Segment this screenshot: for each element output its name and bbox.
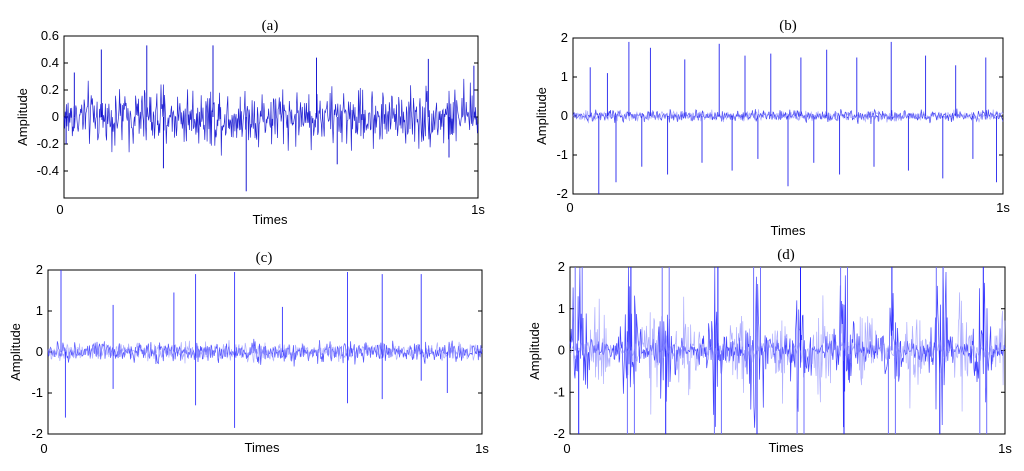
x-tick-label-start: 0 [566,200,573,215]
chart-panel-d: (d) -2 -1 0 1 2 0 1s Times Amplitude [527,247,1012,456]
y-tick-label: 0 [36,344,43,359]
series-plot [47,270,483,428]
chart-panel-a: (a) -0.4 -0.2 0 0.2 0.4 0.6 0 1s Times Amplit… [15,18,485,227]
y-tick-label: 2 [561,30,568,45]
x-axis-label: Times [769,440,804,455]
y-tick-label: 1 [558,301,565,316]
y-tick-label: 2 [36,262,43,277]
series-line-secondary [47,340,483,364]
y-tick-label: 0 [558,343,565,358]
panel-title: (b) [779,18,797,34]
x-tick-label-end: 1s [998,441,1012,456]
y-tick-label: 0.6 [41,28,59,43]
x-tick-label-end: 1s [996,200,1010,215]
x-axis-label: Times [771,223,806,238]
series-line [63,78,479,156]
y-tick-label: -0.2 [37,136,59,151]
y-tick-label: -1 [31,385,43,400]
series-line-secondary [569,292,1006,415]
y-tick-label: 0.4 [41,55,59,70]
y-axis: -2 -1 0 1 2 [556,30,1003,201]
x-tick-label-start: 0 [40,441,47,456]
x-tick-label-start: 0 [56,202,63,217]
panel-title: (a) [262,18,279,34]
x-tick-label-end: 1s [471,202,485,217]
series-plot [63,45,479,192]
y-tick-label: -2 [31,426,43,441]
x-axis-label: Times [253,212,288,227]
y-axis-label: Amplitude [15,88,30,146]
series-plot [569,266,1006,434]
y-axis-label: Amplitude [527,322,542,380]
chart-panel-b: (b) -2 -1 0 1 2 0 1s Times Amplitude [534,18,1010,238]
y-tick-label: 1 [36,303,43,318]
y-tick-label: -1 [556,147,568,162]
y-tick-label: 0.2 [41,82,59,97]
x-tick-label-end: 1s [475,441,489,456]
y-tick-label: -2 [556,186,568,201]
y-tick-label: -2 [553,426,565,441]
y-tick-label: -1 [553,384,565,399]
y-axis: -0.4 -0.2 0 0.2 0.4 0.6 [37,28,478,178]
y-axis: -2 -1 0 1 2 [553,259,1005,441]
y-axis-label: Amplitude [534,87,549,145]
panel-title: (c) [256,250,273,266]
x-axis-label: Times [245,440,280,455]
y-tick-label: 0 [561,108,568,123]
y-tick-label: 0 [52,109,59,124]
x-tick-label-start: 0 [563,441,570,456]
panel-title: (d) [777,247,795,263]
y-tick-label: 2 [558,259,565,274]
chart-panel-c: (c) -2 -1 0 1 2 0 1s Times Amplitude [8,250,489,456]
y-tick-label: -0.4 [37,163,59,178]
y-axis-label: Amplitude [8,323,23,381]
y-tick-label: 1 [561,69,568,84]
series-plot [572,41,1004,194]
